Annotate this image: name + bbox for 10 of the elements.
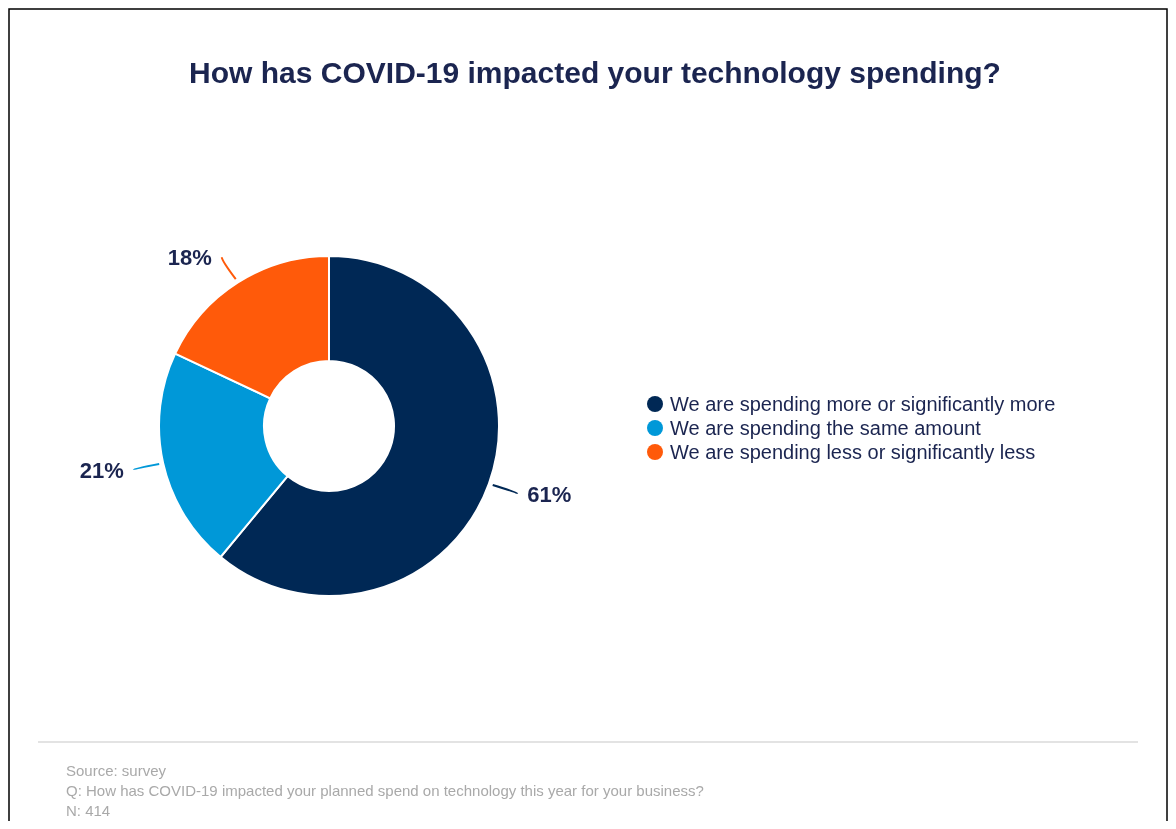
data-label: 18% — [167, 245, 212, 271]
legend-label: We are spending the same amount — [670, 417, 982, 439]
data-label: 21% — [79, 457, 124, 483]
text: Q: How has COVID-19 impacted your planned spend on technology this year for your business? — [66, 782, 704, 799]
text: N: 414 — [66, 802, 111, 819]
source-note: Source: survey — [66, 762, 167, 779]
chart-title: How has COVID-19 impacted your technology spending? — [189, 56, 1001, 89]
legend-label: We are spending less or significantly less — [670, 441, 1036, 463]
legend-label: We are spending more or significantly more — [670, 393, 1056, 415]
data-label: 61% — [527, 481, 572, 507]
